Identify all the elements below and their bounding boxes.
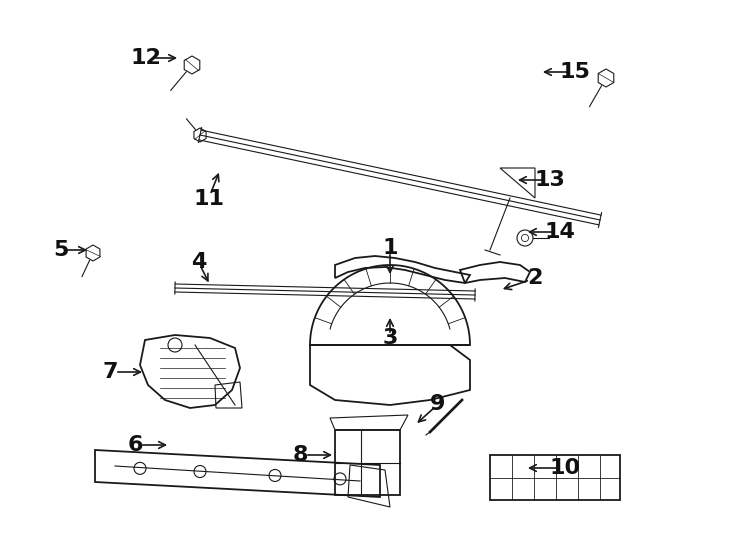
Text: 3: 3 bbox=[382, 328, 398, 348]
Text: 4: 4 bbox=[191, 252, 206, 272]
Text: 6: 6 bbox=[128, 435, 143, 455]
Text: 9: 9 bbox=[430, 394, 446, 414]
Text: 14: 14 bbox=[544, 222, 575, 242]
Text: 10: 10 bbox=[550, 458, 581, 478]
Text: 13: 13 bbox=[534, 170, 565, 190]
Bar bbox=[490, 455, 620, 500]
Text: 8: 8 bbox=[293, 445, 308, 465]
Bar bbox=[335, 430, 400, 495]
Text: 5: 5 bbox=[54, 240, 69, 260]
Text: 12: 12 bbox=[130, 48, 161, 68]
Text: 7: 7 bbox=[103, 362, 118, 382]
Text: 2: 2 bbox=[527, 268, 542, 288]
Text: 11: 11 bbox=[193, 189, 224, 209]
Text: 15: 15 bbox=[559, 62, 590, 82]
Text: 1: 1 bbox=[382, 238, 398, 258]
